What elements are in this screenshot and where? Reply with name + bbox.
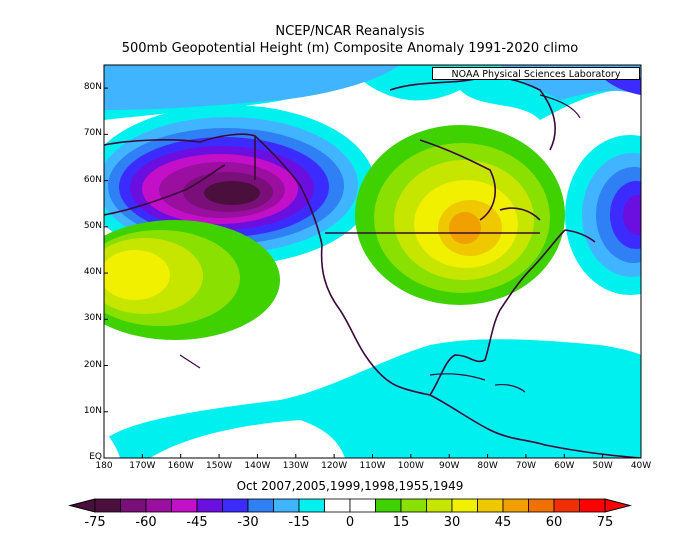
- arctic-blue-region: [104, 65, 400, 110]
- islands: [179, 94, 581, 393]
- title-line-1: NCEP/NCAR Reanalysis: [275, 24, 425, 39]
- lon-label: 110W: [359, 461, 386, 471]
- axis-ticks: [103, 87, 642, 459]
- lon-label: 140W: [244, 461, 271, 471]
- lon-label: 160W: [167, 461, 194, 471]
- composite-dates: Oct 2007,2005,1999,1998,1955,1949: [236, 479, 464, 493]
- lat-label: 40N: [83, 267, 102, 278]
- colorbar-label: 75: [596, 515, 614, 530]
- title-line-2: 500mb Geopotential Height (m) Composite …: [121, 41, 579, 56]
- lat-label: 50N: [83, 220, 102, 231]
- equator-white-patch: [150, 420, 345, 458]
- lat-label: 20N: [83, 359, 102, 370]
- lon-label: 50W: [592, 461, 613, 471]
- lon-label: 60W: [554, 461, 575, 471]
- alaska-low: [104, 105, 375, 265]
- pacific-high: [104, 220, 280, 340]
- lat-label: 30N: [83, 313, 102, 324]
- lon-label: 40W: [630, 461, 652, 471]
- atlantic-low: [565, 135, 641, 295]
- colorbar-label: -75: [84, 515, 106, 530]
- colorbar-label: -30: [237, 515, 259, 530]
- lat-label: 60N: [83, 174, 102, 185]
- tropical-white-patch: [104, 430, 120, 458]
- colorbar-label: -45: [186, 515, 208, 530]
- credit-label: NOAA Physical Sciences Laboratory: [432, 67, 640, 80]
- lon-label: 130W: [282, 461, 309, 471]
- colorbar-label: 30: [443, 515, 461, 530]
- lon-label: 90W: [439, 461, 460, 471]
- colorbar-label: 60: [545, 515, 563, 530]
- lon-label: 70W: [515, 461, 537, 471]
- lat-label: 80N: [83, 82, 102, 93]
- colorbar-label: -60: [135, 515, 157, 530]
- lat-label: 70N: [83, 128, 102, 139]
- lon-label: 170W: [129, 461, 156, 471]
- colorbar-label: 45: [494, 515, 512, 530]
- lat-label: EQ: [89, 452, 102, 462]
- lon-label: 120W: [321, 461, 348, 471]
- lon-label: 180: [95, 461, 113, 471]
- lat-label: 10N: [83, 405, 102, 416]
- lon-label: 100W: [397, 461, 424, 471]
- colorbar-label: 0: [345, 515, 355, 530]
- greatlakes-high: [355, 125, 565, 305]
- colorbar-label: -15: [288, 515, 310, 530]
- lon-label: 150W: [206, 461, 233, 471]
- colorbar-label: 15: [392, 515, 410, 530]
- lon-label: 80W: [477, 461, 498, 471]
